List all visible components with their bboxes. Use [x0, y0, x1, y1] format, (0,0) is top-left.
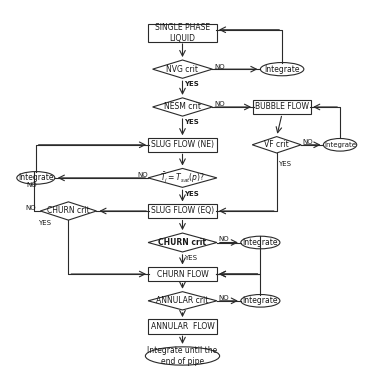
Text: Integrate: Integrate	[18, 173, 54, 182]
Polygon shape	[148, 168, 217, 187]
FancyBboxPatch shape	[148, 138, 217, 152]
Text: $\bar{T}_i = T_{sat}(p)$?: $\bar{T}_i = T_{sat}(p)$?	[160, 171, 205, 185]
Text: YES: YES	[184, 255, 197, 261]
Text: SLUG FLOW (NE): SLUG FLOW (NE)	[151, 140, 214, 149]
Text: Integrate: Integrate	[243, 296, 278, 305]
Text: NO: NO	[218, 236, 228, 242]
Text: YES: YES	[184, 81, 199, 87]
Text: ANNULAR crit: ANNULAR crit	[156, 296, 209, 305]
Text: NO: NO	[214, 101, 224, 107]
Text: YES: YES	[278, 161, 292, 167]
Text: Integrate: Integrate	[243, 238, 278, 247]
FancyBboxPatch shape	[148, 267, 217, 281]
Ellipse shape	[323, 139, 357, 151]
Ellipse shape	[260, 62, 304, 76]
Text: Integrate until the
end of pipe: Integrate until the end of pipe	[147, 346, 218, 366]
Polygon shape	[148, 292, 217, 310]
Text: YES: YES	[184, 119, 199, 125]
Text: SINGLE PHASE
LIQUID: SINGLE PHASE LIQUID	[155, 23, 210, 43]
Text: Integrate: Integrate	[324, 142, 356, 148]
FancyBboxPatch shape	[148, 24, 217, 42]
Text: ANNULAR  FLOW: ANNULAR FLOW	[151, 322, 214, 331]
Text: CHURN crit: CHURN crit	[47, 207, 90, 216]
FancyBboxPatch shape	[253, 100, 311, 114]
Text: CHURN crit: CHURN crit	[158, 238, 207, 247]
Text: NO: NO	[137, 172, 148, 178]
Text: CHURN FLOW: CHURN FLOW	[157, 269, 208, 279]
FancyBboxPatch shape	[148, 204, 217, 218]
Text: NVG crit: NVG crit	[166, 65, 199, 74]
Polygon shape	[153, 60, 212, 78]
Text: NO: NO	[302, 139, 313, 145]
Text: NO: NO	[26, 182, 37, 188]
Ellipse shape	[241, 236, 280, 249]
FancyBboxPatch shape	[148, 319, 217, 334]
Text: NO: NO	[218, 295, 228, 301]
Ellipse shape	[145, 347, 220, 365]
Text: NESM crit: NESM crit	[164, 102, 201, 112]
Polygon shape	[252, 137, 301, 153]
Ellipse shape	[17, 171, 55, 184]
Text: NO: NO	[214, 64, 224, 70]
Text: NO: NO	[25, 205, 36, 211]
Polygon shape	[40, 202, 96, 220]
Polygon shape	[148, 233, 217, 252]
Text: BUBBLE FLOW: BUBBLE FLOW	[255, 102, 309, 112]
Text: VF crit: VF crit	[264, 140, 289, 149]
Text: YES: YES	[184, 190, 199, 197]
Text: Integrate: Integrate	[264, 65, 300, 74]
Text: SLUG FLOW (EQ): SLUG FLOW (EQ)	[151, 207, 214, 216]
Polygon shape	[153, 98, 212, 116]
Ellipse shape	[241, 295, 280, 307]
Text: YES: YES	[38, 220, 51, 226]
